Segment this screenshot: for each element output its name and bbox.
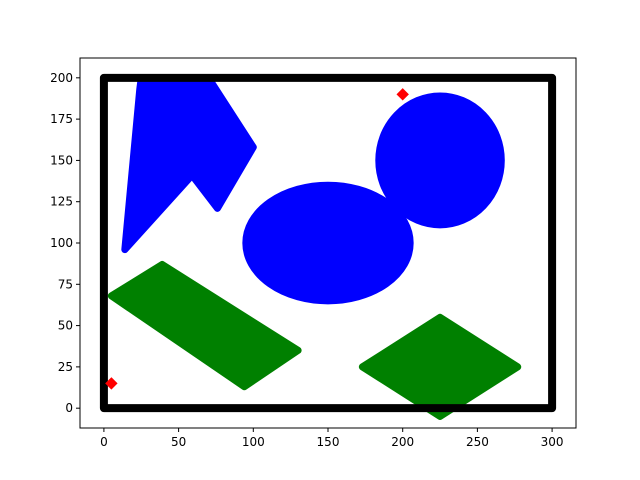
x-tick-label: 50 [171,435,186,449]
y-tick-label: 200 [50,71,73,85]
x-tick-label: 200 [391,435,414,449]
y-tick-label: 0 [65,401,73,415]
x-tick-label: 100 [242,435,265,449]
y-tick-label: 25 [58,360,73,374]
data-layer [99,73,557,420]
start-marker [105,377,118,390]
blue-ellipse-center [242,181,414,305]
blue-polygon-obstacle [121,74,257,254]
y-tick-label: 125 [50,195,73,209]
x-tick-label: 300 [541,435,564,449]
green-diamond-obstacle [358,313,522,420]
workspace-boundary [99,73,557,413]
y-tick-label: 100 [50,236,73,250]
x-tick-label: 0 [100,435,108,449]
x-tick-label: 150 [317,435,340,449]
y-tick-label: 75 [58,277,73,291]
y-tick-label: 150 [50,153,73,167]
axes-layer: 0 50 100 150 200 250 300 0 25 50 75 100 125 150 175 200 [50,57,577,449]
y-tick-label: 175 [50,112,73,126]
goal-marker [396,88,409,101]
blue-ellipse-right [375,92,505,229]
x-tick-label: 250 [466,435,489,449]
y-tick-label: 50 [58,319,73,333]
green-rectangle-obstacle [107,260,302,391]
